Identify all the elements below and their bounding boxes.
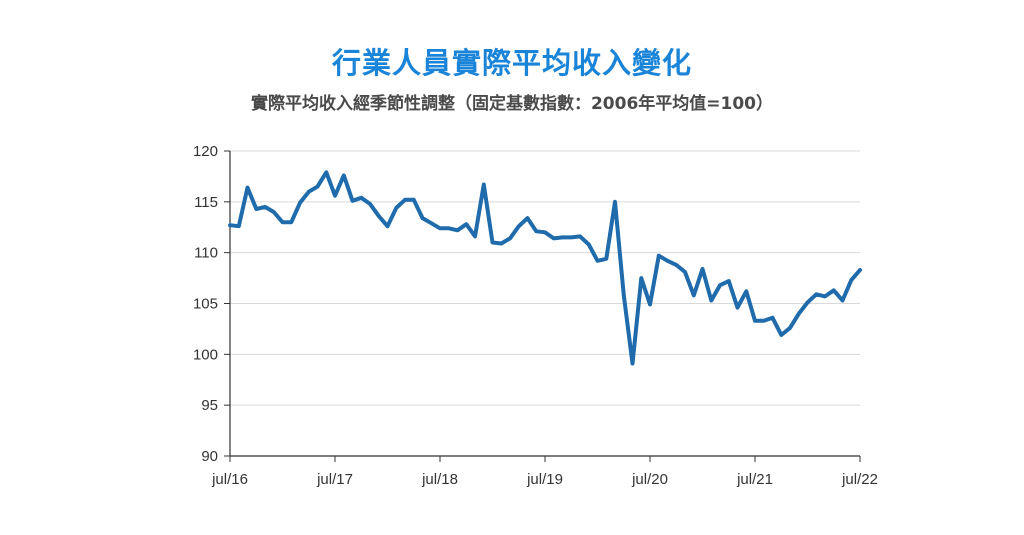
gridlines	[230, 150, 860, 406]
y-tick-label: 95	[201, 397, 218, 414]
data-point	[439, 227, 441, 229]
data-point	[772, 317, 773, 319]
y-tick-label: 115	[194, 194, 218, 211]
data-point	[264, 206, 266, 208]
data-point	[649, 304, 651, 306]
data-point	[684, 271, 686, 273]
data-point	[544, 231, 546, 233]
data-point	[369, 203, 371, 205]
x-tick-label: jul/18	[421, 471, 458, 488]
data-point	[527, 217, 528, 219]
data-point	[500, 243, 502, 245]
data-point	[299, 202, 301, 204]
data-point	[754, 320, 756, 322]
data-point	[702, 268, 703, 270]
data-point	[474, 235, 476, 237]
data-point	[588, 244, 590, 246]
data-point	[343, 174, 345, 176]
data-point	[807, 301, 808, 303]
data-point	[325, 171, 327, 173]
data-point	[290, 221, 292, 223]
x-tick-label: jul/17	[316, 471, 353, 488]
data-point	[640, 277, 642, 279]
data-point	[457, 229, 458, 231]
data-point	[413, 199, 415, 201]
y-tick-label: 105	[193, 296, 218, 313]
data-point	[614, 201, 616, 203]
data-point	[255, 208, 257, 210]
data-point	[509, 237, 511, 239]
data-point	[360, 197, 362, 199]
data-point	[815, 293, 817, 295]
data-point	[623, 294, 625, 296]
data-point	[395, 207, 397, 209]
data-point	[579, 235, 581, 237]
y-tick-label: 110	[194, 245, 218, 262]
data-point	[492, 242, 493, 243]
data-point	[247, 187, 248, 189]
data-point	[597, 260, 598, 262]
data-point	[238, 225, 240, 227]
data-point	[273, 211, 275, 213]
data-point	[308, 191, 310, 193]
x-tick-label: jul/20	[631, 471, 668, 488]
data-point	[229, 224, 231, 226]
y-axis-ticks: 90 95 100 105 110 115 120	[193, 143, 230, 465]
data-point	[535, 230, 537, 232]
series-line	[228, 170, 862, 366]
data-point	[719, 284, 721, 286]
data-point	[780, 334, 782, 336]
data-point	[570, 236, 572, 238]
data-point	[465, 223, 467, 225]
data-point	[728, 280, 730, 282]
data-point	[632, 362, 633, 364]
data-point	[518, 225, 520, 227]
data-point	[430, 222, 432, 224]
data-point	[317, 186, 318, 188]
series-group	[228, 170, 862, 366]
data-point	[404, 199, 406, 201]
data-point	[798, 313, 800, 315]
data-point	[859, 269, 861, 271]
data-point	[483, 184, 485, 186]
data-point	[282, 221, 283, 223]
data-point	[824, 295, 826, 297]
data-point	[658, 255, 660, 257]
data-point	[422, 217, 423, 219]
data-point	[605, 258, 607, 260]
x-tick-label: jul/22	[841, 471, 878, 488]
chart-title: 行業人員實際平均收入變化	[331, 46, 692, 80]
data-point	[334, 195, 336, 197]
data-point	[667, 260, 668, 262]
y-tick-label: 120	[193, 143, 218, 160]
x-tick-label: jul/21	[736, 471, 773, 488]
data-point	[387, 225, 388, 227]
data-point	[448, 227, 450, 229]
data-point	[693, 294, 695, 296]
x-tick-label: jul/19	[526, 471, 563, 488]
data-point	[842, 299, 843, 301]
data-point	[745, 290, 747, 292]
data-point	[352, 200, 353, 202]
data-point	[378, 215, 380, 217]
chart-subtitle: 實際平均收入經季節性調整（固定基數指數：2006年平均值=100）	[250, 94, 774, 114]
data-point	[710, 299, 712, 301]
y-tick-label: 100	[193, 346, 218, 363]
x-axis-ticks: jul/16 jul/17 jul/18 jul/19 jul/20 jul/21 jul/…	[211, 456, 878, 488]
x-tick-label: jul/16	[211, 471, 248, 488]
data-point	[833, 289, 835, 291]
data-point	[675, 264, 677, 266]
data-point	[850, 279, 852, 281]
data-point	[789, 327, 791, 329]
data-point	[737, 307, 738, 309]
data-point	[553, 237, 555, 239]
data-point	[562, 236, 563, 238]
y-tick-label: 90	[201, 448, 218, 465]
data-point	[763, 320, 765, 322]
